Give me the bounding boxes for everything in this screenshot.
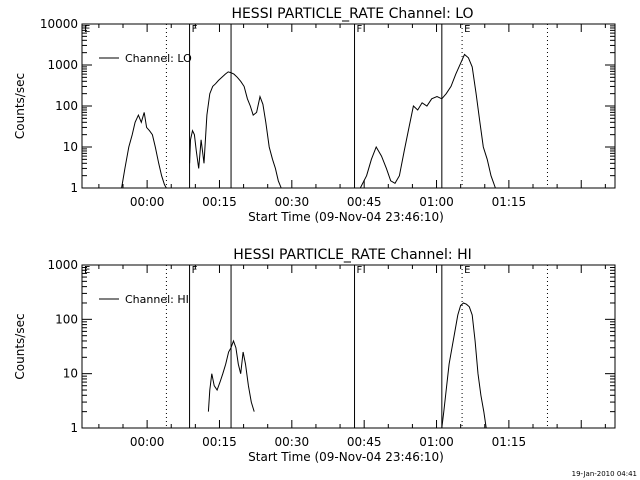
y-tick-label: 1 bbox=[70, 421, 78, 435]
legend-label: Channel: HI bbox=[125, 293, 189, 306]
series-line-1 bbox=[189, 71, 282, 189]
footer-timestamp: 19-Jan-2010 04:41 bbox=[572, 470, 637, 478]
x-tick-label: 00:45 bbox=[347, 435, 382, 449]
y-axis-label: Counts/sec bbox=[13, 73, 27, 139]
x-tick-label: 00:00 bbox=[130, 435, 165, 449]
x-axis-label: Start Time (09-Nov-04 23:46:10) bbox=[248, 450, 444, 464]
x-tick-label: 00:15 bbox=[202, 435, 237, 449]
y-tick-label: 100 bbox=[55, 312, 78, 326]
chart-title: HESSI PARTICLE_RATE Channel: HI bbox=[233, 247, 471, 263]
y-tick-label: 10 bbox=[63, 140, 78, 154]
series-line-0 bbox=[207, 339, 255, 412]
x-tick-label: 01:15 bbox=[492, 195, 527, 209]
x-tick-label: 00:30 bbox=[275, 435, 310, 449]
x-tick-label: 01:00 bbox=[419, 195, 454, 209]
y-tick-label: 1000 bbox=[47, 258, 78, 272]
x-tick-label: 01:15 bbox=[492, 435, 527, 449]
y-tick-label: 1000 bbox=[47, 58, 78, 72]
plot-frame bbox=[81, 264, 616, 429]
y-axis-label: Counts/sec bbox=[13, 313, 27, 379]
plot-frame bbox=[81, 23, 616, 189]
y-tick-label: 10000 bbox=[40, 17, 78, 31]
event-marker-label: F bbox=[192, 265, 198, 276]
series-line-1 bbox=[441, 302, 487, 429]
event-marker-label: E bbox=[464, 24, 470, 35]
legend-label: Channel: LO bbox=[125, 52, 192, 65]
chart-panel-1: HESSI PARTICLE_RATE Channel: HI Counts/se… bbox=[13, 247, 616, 464]
y-tick-label: 1 bbox=[70, 181, 78, 195]
series-line-0 bbox=[121, 112, 167, 189]
chart-panel-0: HESSI PARTICLE_RATE Channel: LO Counts/se… bbox=[13, 6, 616, 224]
x-tick-label: 00:45 bbox=[347, 195, 382, 209]
x-tick-label: 01:00 bbox=[419, 435, 454, 449]
event-marker-label: E bbox=[84, 265, 90, 276]
y-tick-label: 10 bbox=[63, 367, 78, 381]
x-axis-label: Start Time (09-Nov-04 23:46:10) bbox=[248, 210, 444, 224]
event-marker-label: F bbox=[357, 24, 363, 35]
x-tick-label: 00:00 bbox=[130, 195, 165, 209]
event-marker-label: F bbox=[192, 24, 198, 35]
event-marker-label: E bbox=[464, 265, 470, 276]
y-tick-label: 100 bbox=[55, 99, 78, 113]
event-marker-label: F bbox=[357, 265, 363, 276]
chart-title: HESSI PARTICLE_RATE Channel: LO bbox=[231, 6, 473, 22]
x-tick-label: 00:15 bbox=[202, 195, 237, 209]
series-line-2 bbox=[359, 53, 496, 189]
x-tick-label: 00:30 bbox=[275, 195, 310, 209]
event-marker-label: E bbox=[84, 24, 90, 35]
